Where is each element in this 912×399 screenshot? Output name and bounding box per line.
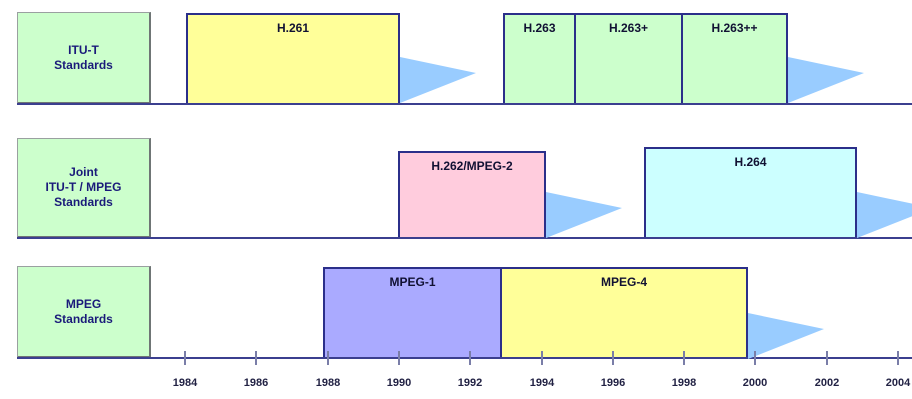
row-baseline-mpeg [17,357,912,359]
year-tick [826,351,828,365]
year-tick [398,351,400,365]
shade-h262-mpeg2 [546,192,622,238]
year-label: 1992 [457,377,483,389]
shade-h261 [400,57,476,103]
year-tick [754,351,756,365]
bar-label-h261: H.261 [276,21,310,35]
row-label-joint: Joint ITU-T / MPEG Standards [17,138,151,238]
row-baseline-joint [17,237,912,239]
shade-h264 [857,192,912,238]
bar-label-h263: H.263 [523,21,556,35]
year-tick [255,351,257,365]
bar-label-h264: H.264 [734,155,767,169]
year-label: 1988 [315,377,341,389]
bar-h263: H.263 [503,13,576,103]
year-label: 1984 [172,377,198,389]
year-tick [184,351,186,365]
year-label: 2004 [885,377,911,389]
year-label: 1994 [529,377,555,389]
year-tick [612,351,614,365]
year-label: 1996 [600,377,626,389]
shade-mpeg4 [748,313,824,359]
year-tick [683,351,685,365]
bar-h262-mpeg2: H.262/MPEG-2 [398,151,546,237]
year-label: 2000 [742,377,768,389]
row-label-mpeg: MPEG Standards [17,266,151,358]
year-tick [327,351,329,365]
row-baseline-itu-t [17,103,912,105]
year-label: 1990 [386,377,412,389]
year-tick [541,351,543,365]
bar-h263-plus: H.263+ [574,13,683,103]
year-label: 1986 [243,377,269,389]
bar-mpeg4: MPEG-4 [500,267,748,357]
bar-h263-plusplus: H.263++ [681,13,788,103]
bar-label-h263-plus: H.263+ [608,21,649,35]
year-tick [469,351,471,365]
row-label-itu-t: ITU-T Standards [17,12,151,104]
year-tick [897,351,899,365]
bar-label-h263-plusplus: H.263++ [711,21,758,35]
shade-h263 [788,57,864,103]
bar-label-h262-mpeg2: H.262/MPEG-2 [431,159,513,173]
bar-h261: H.261 [186,13,400,103]
bar-label-mpeg1: MPEG-1 [389,275,436,289]
year-label: 2002 [814,377,840,389]
bar-label-mpeg4: MPEG-4 [600,275,647,289]
year-label: 1998 [671,377,697,389]
bar-mpeg1: MPEG-1 [323,267,502,357]
bar-h264: H.264 [644,147,857,237]
